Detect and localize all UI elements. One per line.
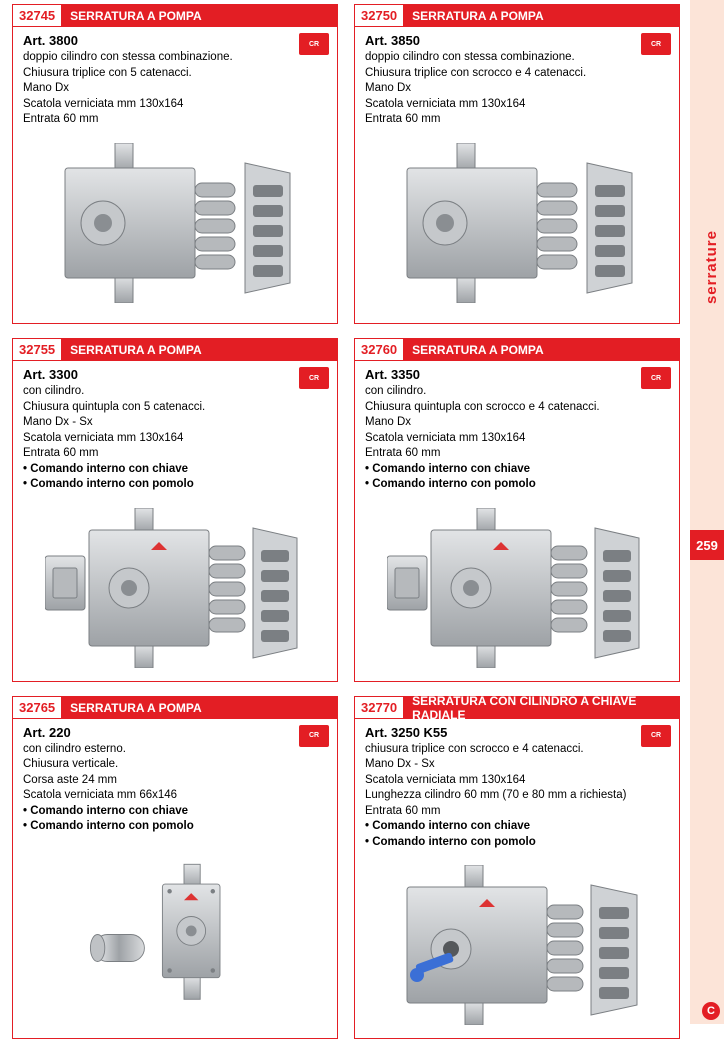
product-bullet: • Comando interno con pomolo [365, 477, 669, 493]
product-title: SERRATURA A POMPA [62, 339, 337, 361]
product-desc-line: con cilindro esterno. [23, 742, 327, 758]
product-title: SERRATURA A POMPA [404, 339, 679, 361]
product-code: 32770 [355, 697, 404, 719]
product-code: 32760 [355, 339, 404, 361]
brand-badge: CR [299, 367, 329, 389]
product-desc-line: Chiusura quintupla con scrocco e 4 caten… [365, 400, 669, 416]
side-strip [690, 0, 724, 1024]
product-desc-line: Mano Dx - Sx [23, 415, 327, 431]
product-bullet: • Comando interno con chiave [365, 819, 669, 835]
card-header: 32765SERRATURA A POMPA [13, 697, 337, 719]
product-card: 32765SERRATURA A POMPA CRArt. 220 con cili… [12, 696, 338, 1039]
lock-image [45, 508, 305, 668]
product-desc-line: Entrata 60 mm [23, 446, 327, 462]
product-title: SERRATURA CON CILINDRO A CHIAVE RADIALE [404, 697, 679, 719]
card-body: CRArt. 3850 doppio cilindro con stessa co… [355, 27, 679, 323]
product-art: Art. 3350 [365, 367, 669, 382]
product-desc-line: Chiusura verticale. [23, 757, 327, 773]
product-desc-line: Chiusura triplice con scrocco e 4 catena… [365, 66, 669, 82]
product-desc-line: Scatola verniciata mm 130x164 [365, 97, 669, 113]
card-header: 32750SERRATURA A POMPA [355, 5, 679, 27]
product-bullet: • Comando interno con pomolo [365, 835, 669, 851]
brand-badge: CR [641, 725, 671, 747]
product-bullet: • Comando interno con chiave [23, 804, 327, 820]
corner-logo: C [702, 1002, 720, 1020]
product-title: SERRATURA A POMPA [404, 5, 679, 27]
lock-image [85, 850, 265, 1010]
product-desc-line: Scatola verniciata mm 130x164 [23, 431, 327, 447]
lock-image [387, 143, 647, 303]
product-image-area [23, 503, 327, 673]
product-desc-line: Corsa aste 24 mm [23, 773, 327, 789]
product-grid: 32745SERRATURA A POMPACRArt. 3800doppio … [0, 0, 680, 1039]
product-desc-line: chiusura triplice con scrocco e 4 catena… [365, 742, 669, 758]
product-desc-line: Entrata 60 mm [365, 804, 669, 820]
product-card: 32755SERRATURA A POMPA CRArt. 3300 con cil… [12, 338, 338, 682]
product-desc-line: Chiusura quintupla con 5 catenacci. [23, 400, 327, 416]
brand-badge: CR [299, 725, 329, 747]
product-desc-line: Scatola verniciata mm 66x146 [23, 788, 327, 804]
product-title: SERRATURA A POMPA [62, 5, 337, 27]
product-desc-line: Mano Dx [365, 81, 669, 97]
lock-image [387, 865, 647, 1025]
product-card: 32760SERRATURA A POMPA CRArt. 3350 con cil… [354, 338, 680, 682]
product-bullet: • Comando interno con chiave [365, 462, 669, 478]
product-image-area [365, 138, 669, 308]
product-desc-line: Scatola verniciata mm 130x164 [23, 97, 327, 113]
product-image-area [23, 138, 327, 308]
product-desc-line: Entrata 60 mm [23, 112, 327, 128]
product-desc-line: Chiusura triplice con 5 catenacci. [23, 66, 327, 82]
product-art: Art. 220 [23, 725, 327, 740]
product-art: Art. 3300 [23, 367, 327, 382]
product-image-area [23, 845, 327, 1015]
product-card: 32750SERRATURA A POMPA CRArt. 3850 doppio … [354, 4, 680, 324]
product-desc-line: Lunghezza cilindro 60 mm (70 e 80 mm a r… [365, 788, 669, 804]
product-desc-line: doppio cilindro con stessa combinazione. [365, 50, 669, 66]
product-bullet: • Comando interno con chiave [23, 462, 327, 478]
brand-badge: CR [641, 367, 671, 389]
product-desc-line: Entrata 60 mm [365, 112, 669, 128]
lock-image [45, 143, 305, 303]
brand-badge: CR [641, 33, 671, 55]
product-code: 32745 [13, 5, 62, 27]
card-header: 32760SERRATURA A POMPA [355, 339, 679, 361]
product-desc-line: con cilindro. [365, 384, 669, 400]
product-image-area [365, 503, 669, 673]
product-card: 32770SERRATURA CON CILINDRO A CHIAVE RAD… [354, 696, 680, 1039]
product-desc-line: Mano Dx [23, 81, 327, 97]
brand-badge: CR [299, 33, 329, 55]
product-art: Art. 3250 K55 [365, 725, 669, 740]
product-desc-line: Scatola verniciata mm 130x164 [365, 431, 669, 447]
card-body: CRArt. 3300 con cilindro.Chiusura quintup… [13, 361, 337, 681]
page-number: 259 [690, 530, 724, 560]
card-header: 32745SERRATURA A POMPA [13, 5, 337, 27]
product-desc-line: Scatola verniciata mm 130x164 [365, 773, 669, 789]
product-desc-line: doppio cilindro con stessa combinazione. [23, 50, 327, 66]
card-body: CRArt. 3800 doppio cilindro con stessa co… [13, 27, 337, 323]
product-bullet: • Comando interno con pomolo [23, 477, 327, 493]
product-art: Art. 3800 [23, 33, 327, 48]
lock-image [387, 508, 647, 668]
product-code: 32765 [13, 697, 62, 719]
product-desc-line: con cilindro. [23, 384, 327, 400]
card-header: 32755SERRATURA A POMPA [13, 339, 337, 361]
product-desc-line: Mano Dx [365, 415, 669, 431]
product-desc-line: Entrata 60 mm [365, 446, 669, 462]
card-body: CRArt. 3250 K55 chiusura triplice con scr… [355, 719, 679, 1039]
product-desc-line: Mano Dx - Sx [365, 757, 669, 773]
product-bullet: • Comando interno con pomolo [23, 819, 327, 835]
card-header: 32770SERRATURA CON CILINDRO A CHIAVE RAD… [355, 697, 679, 719]
product-code: 32755 [13, 339, 62, 361]
product-title: SERRATURA A POMPA [62, 697, 337, 719]
card-body: CRArt. 220 con cilindro esterno.Chiusura … [13, 719, 337, 1039]
product-image-area [365, 860, 669, 1030]
product-code: 32750 [355, 5, 404, 27]
product-card: 32745SERRATURA A POMPA CRArt. 3800 doppio … [12, 4, 338, 324]
product-art: Art. 3850 [365, 33, 669, 48]
side-category-label: serrature [703, 230, 720, 304]
card-body: CRArt. 3350 con cilindro.Chiusura quintup… [355, 361, 679, 681]
